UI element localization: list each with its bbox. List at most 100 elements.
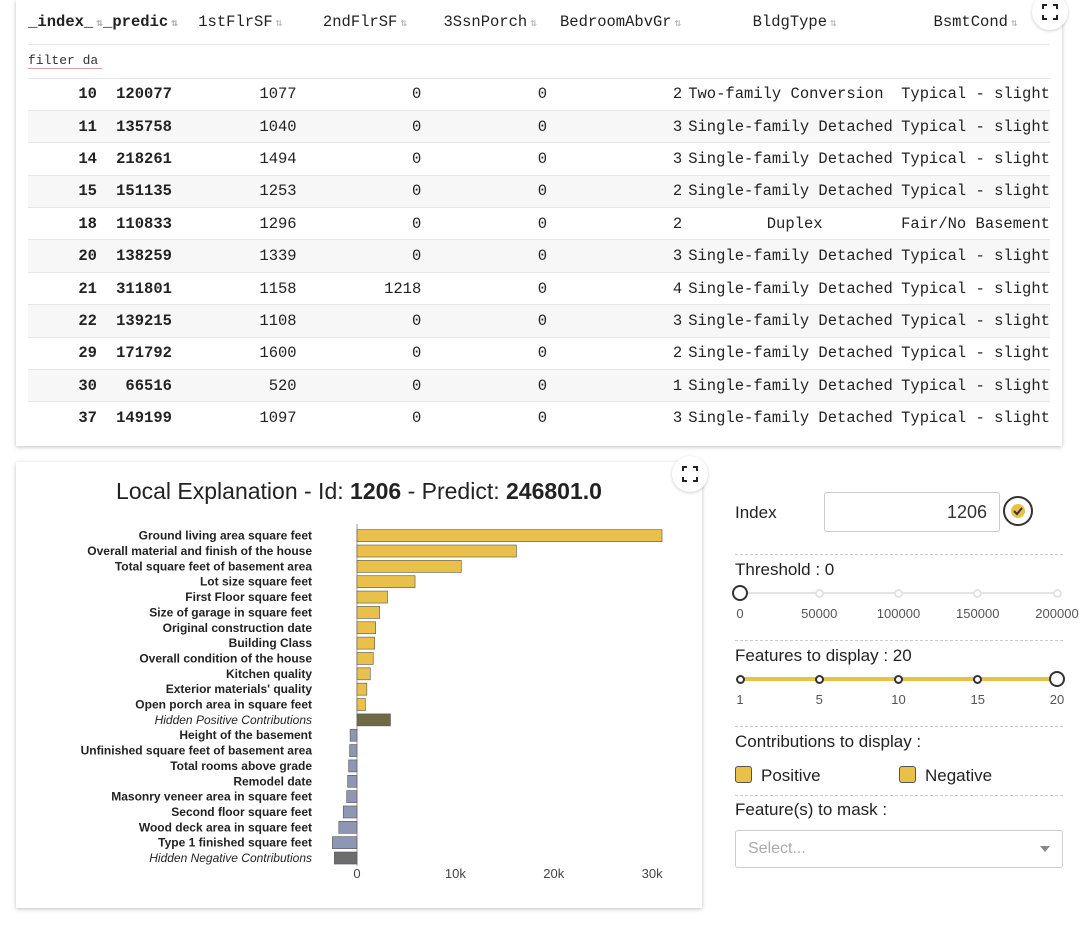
column-header-label: 3SsnPorch xyxy=(443,12,528,31)
mask-select[interactable]: Select... xyxy=(735,830,1063,868)
slider-tick-dot[interactable] xyxy=(973,674,983,684)
table-cell: Typical - slight xyxy=(901,109,1050,143)
slider-tick-label: 15 xyxy=(970,692,985,707)
table-cell: Typical - slight xyxy=(901,401,1050,435)
bar-label: Wood deck area in square feet xyxy=(139,820,312,834)
table-row[interactable]: 30 66516 520 0 0 1 Single-family Detached Typic… xyxy=(28,369,1050,402)
table-row[interactable]: 29 171792 1600 0 0 2 Single-family Detached Typ… xyxy=(28,336,1050,370)
bar xyxy=(356,652,374,665)
slider-tick-label: 200000 xyxy=(1035,606,1079,621)
chart-fullscreen-button[interactable] xyxy=(672,456,708,492)
slider-tick-dot[interactable] xyxy=(973,588,983,598)
bar-label: Hidden Positive Contributions xyxy=(155,713,312,727)
chart-title-mid: - Predict: xyxy=(401,478,507,504)
bar xyxy=(356,713,391,727)
table-row[interactable]: 20 138259 1339 0 0 3 Single-family Detached Typ… xyxy=(28,239,1050,273)
slider-tick-label: 150000 xyxy=(956,606,1000,621)
table-cell: 1296 xyxy=(177,207,303,240)
column-header[interactable]: BsmtCond ⇅ xyxy=(901,0,1050,44)
x-tick-label: 20k xyxy=(543,866,564,881)
sort-icon[interactable]: ⇅ xyxy=(400,17,407,30)
column-header[interactable]: 1stFlrSF ⇅ xyxy=(178,0,303,44)
table-cell: 10 xyxy=(28,77,103,111)
negative-checkbox[interactable] xyxy=(899,766,916,783)
table-cell: 11 xyxy=(28,109,103,143)
data-table: _index_ ⇅ _predic ⇅ 1stFlrSF ⇅ 2ndFlrSF ⇅ 3SsnPo… xyxy=(28,0,1050,435)
features-slider[interactable]: 1 5 10 15 20 xyxy=(735,670,1065,714)
bar xyxy=(342,805,358,819)
slider-tick-dot[interactable] xyxy=(814,588,824,598)
slider-tick-dot[interactable] xyxy=(735,674,745,684)
table-cell: 0 xyxy=(427,77,554,111)
table-cell: 21 xyxy=(28,271,103,305)
table-cell: 0 xyxy=(302,142,428,176)
table-cell: 0 xyxy=(427,271,554,305)
local-explanation-card: Local Explanation - Id: 1206 - Predict: … xyxy=(16,462,702,908)
sort-icon[interactable]: ⇅ xyxy=(830,17,837,30)
slider-tick-dot[interactable] xyxy=(814,674,824,684)
table-row[interactable]: 15 151135 1253 0 0 2 Single-family Detached Typ… xyxy=(28,174,1050,208)
slider-handle[interactable] xyxy=(732,585,748,601)
expand-icon xyxy=(682,466,698,482)
index-label: Index xyxy=(735,503,777,522)
table-cell: 0 xyxy=(427,207,554,240)
table-fullscreen-button[interactable] xyxy=(1032,0,1068,30)
table-cell: 0 xyxy=(302,174,428,208)
bar xyxy=(349,744,358,757)
table-cell: 29 xyxy=(28,336,103,370)
table-row[interactable]: 22 139215 1108 0 0 3 Single-family Detached Typ… xyxy=(28,304,1050,338)
slider-tick-label: 0 xyxy=(736,606,744,621)
threshold-slider[interactable]: 0 50000 100000 150000 200000 xyxy=(732,584,1079,628)
sort-icon[interactable]: ⇅ xyxy=(171,17,178,30)
table-cell: Typical - slight xyxy=(901,174,1050,208)
chart-title-predict: 246801.0 xyxy=(506,478,602,504)
negative-label[interactable]: Negative xyxy=(925,766,993,785)
table-row[interactable]: 11 135758 1040 0 0 3 Single-family Detached Typ… xyxy=(28,109,1050,143)
column-header[interactable]: BedroomAbvGr ⇅ xyxy=(553,0,688,44)
table-row[interactable]: 18 110833 1296 0 0 2 Duplex Fair/No Basement xyxy=(28,207,1050,240)
table-cell: Typical - slight xyxy=(901,304,1050,338)
positive-label[interactable]: Positive xyxy=(761,766,821,785)
sort-icon[interactable]: ⇅ xyxy=(674,17,682,30)
divider xyxy=(735,554,1063,555)
refresh-button[interactable] xyxy=(1003,496,1033,526)
table-cell: 151135 xyxy=(102,174,178,208)
table-cell: 0 xyxy=(427,142,554,176)
sort-icon[interactable]: ⇅ xyxy=(1010,17,1018,30)
table-cell: Single-family Detached xyxy=(688,109,902,143)
table-cell: 0 xyxy=(302,239,428,273)
column-header[interactable]: 2ndFlrSF ⇅ xyxy=(303,0,428,44)
sort-icon[interactable]: ⇅ xyxy=(96,17,103,30)
table-row[interactable]: 10 120077 1077 0 0 2 Two-family Conversion Typi… xyxy=(28,77,1050,111)
positive-checkbox[interactable] xyxy=(735,766,752,783)
column-header[interactable]: BldgType ⇅ xyxy=(688,0,901,44)
table-cell: Single-family Detached xyxy=(688,401,902,435)
x-tick-label: 10k xyxy=(445,866,466,881)
table-row[interactable]: 21 311801 1158 1218 0 4 Single-family Detached… xyxy=(28,271,1050,305)
filter-cell[interactable]: filter da xyxy=(28,43,103,78)
column-header[interactable]: 3SsnPorch ⇅ xyxy=(427,0,553,44)
slider-tick-dot[interactable] xyxy=(1052,588,1062,598)
bar xyxy=(356,575,416,589)
slider-tick-dot[interactable] xyxy=(894,674,903,684)
filter-input[interactable]: filter da xyxy=(28,53,102,69)
table-cell: 0 xyxy=(302,336,428,370)
table-cell: 138259 xyxy=(102,239,178,273)
table-cell: 2 xyxy=(553,174,689,208)
sort-icon[interactable]: ⇅ xyxy=(530,17,537,30)
column-header[interactable]: _predic ⇅ xyxy=(103,0,178,44)
column-header[interactable]: _index_ ⇅ xyxy=(28,0,103,44)
slider-tick-dot[interactable] xyxy=(894,588,903,598)
table-cell: 1158 xyxy=(177,271,303,305)
sort-icon[interactable]: ⇅ xyxy=(275,17,283,30)
contributions-label: Contributions to display : xyxy=(735,732,922,751)
table-row[interactable]: 14 218261 1494 0 0 3 Single-family Detached Typ… xyxy=(28,142,1050,176)
data-table-scroll[interactable]: _index_ ⇅ _predic ⇅ 1stFlrSF ⇅ 2ndFlrSF ⇅ 3SsnPo… xyxy=(28,0,1050,440)
table-cell: Typical - slight xyxy=(901,239,1050,273)
table-row[interactable]: 37 149199 1097 0 0 3 Single-family Detached Typ… xyxy=(28,401,1050,435)
column-header-label: BsmtCond xyxy=(933,12,1008,31)
index-input[interactable] xyxy=(824,492,1000,532)
slider-handle[interactable] xyxy=(1049,671,1065,687)
table-cell: Single-family Detached xyxy=(688,142,902,176)
